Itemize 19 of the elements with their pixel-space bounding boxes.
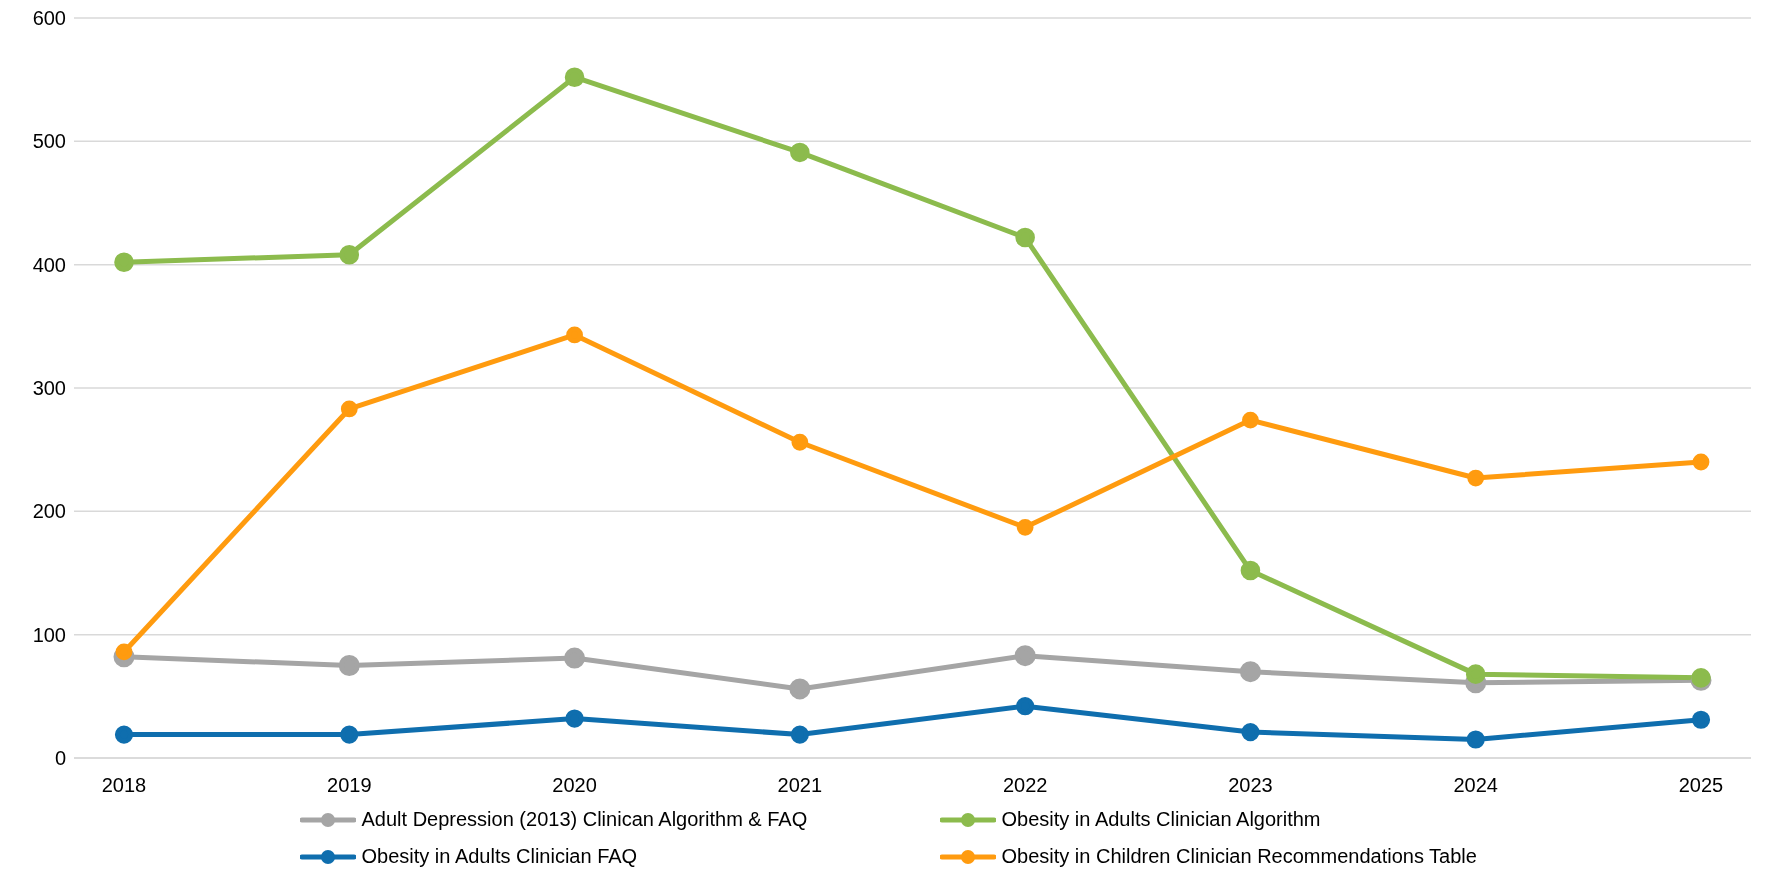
- x-tick-label: 2025: [1678, 774, 1724, 797]
- legend-label: Adult Depression (2013) Clinican Algorithm & FAQ: [361, 808, 808, 831]
- legend-label: Obesity in Children Clinician Recommendations Table: [1001, 845, 1477, 868]
- y-tick-label: 400: [32, 253, 66, 276]
- x-tick-label: 2024: [1453, 774, 1498, 797]
- y-tick-label: 100: [32, 623, 66, 646]
- x-tick-label: 2020: [552, 774, 597, 797]
- x-tick-label: 2021: [777, 774, 823, 797]
- y-tick-label: 600: [32, 7, 66, 30]
- legend-label: Obesity in Adults Clinician Algorithm: [1001, 808, 1321, 831]
- x-tick-label: 2022: [1002, 774, 1048, 797]
- x-tick-label: 2019: [327, 774, 372, 797]
- x-tick-label: 2018: [101, 774, 147, 797]
- y-tick-label: 0: [54, 747, 66, 770]
- y-tick-label: 200: [32, 500, 66, 523]
- legend-label: Obesity in Adults Clinician FAQ: [361, 845, 638, 868]
- x-tick-label: 2023: [1228, 774, 1273, 797]
- y-tick-label: 300: [32, 377, 66, 400]
- y-tick-label: 500: [32, 130, 66, 153]
